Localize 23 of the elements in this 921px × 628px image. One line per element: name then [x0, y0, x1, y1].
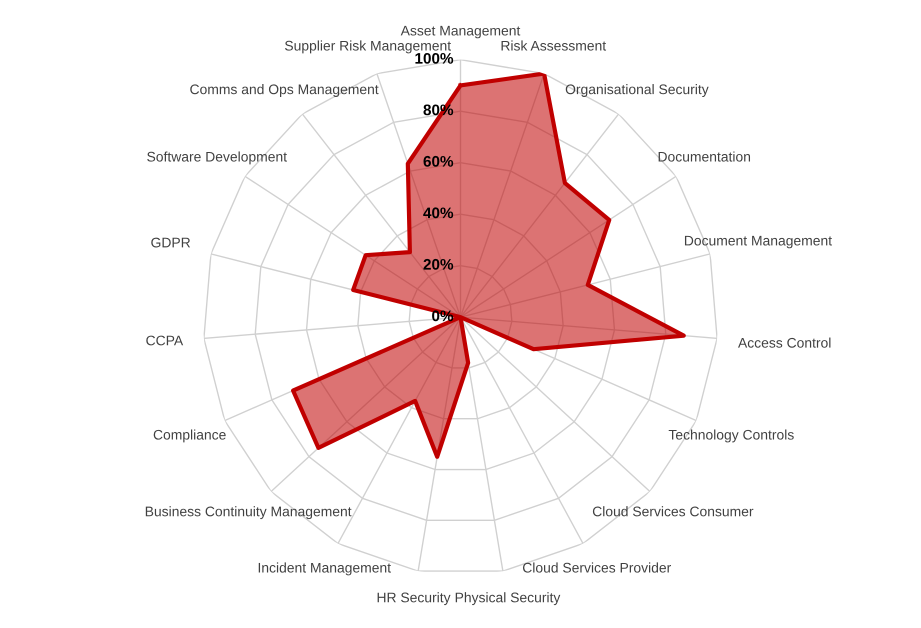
spoke-label: Business Continuity Management [146, 506, 352, 520]
spoke-label: Asset Management [400, 26, 520, 38]
spoke-label: Access Control [738, 338, 830, 348]
spoke-label: GDPR [151, 238, 190, 248]
spoke-label: Cloud Services Provider [522, 562, 672, 573]
y-tick-label: 60% [424, 156, 454, 167]
spoke-label: Technology Controls [668, 429, 794, 442]
spoke-label: Compliance [154, 429, 226, 442]
y-tick-label: 20% [424, 258, 454, 270]
spoke-label: Cloud Services Consumer [592, 506, 754, 516]
spoke-label: HR Security [378, 592, 451, 606]
spoke-label: Risk Assessment [502, 40, 606, 51]
spoke-label: CCPA [146, 336, 184, 346]
spoke-label: Comms and Ops Management [190, 84, 379, 97]
spoke-label: Supplier Risk Management [284, 40, 452, 54]
spoke-label: Document Management [684, 236, 832, 248]
spoke-label: Organisational Security [566, 84, 709, 97]
y-tick-label: 100% [415, 52, 454, 64]
spoke-label: Physical Security [456, 592, 560, 606]
y-tick-label: 40% [423, 207, 454, 218]
spoke-label: Documentation [658, 151, 750, 162]
spoke-label: Incident Management [258, 562, 391, 576]
spoke-label: Software Development [147, 151, 287, 164]
